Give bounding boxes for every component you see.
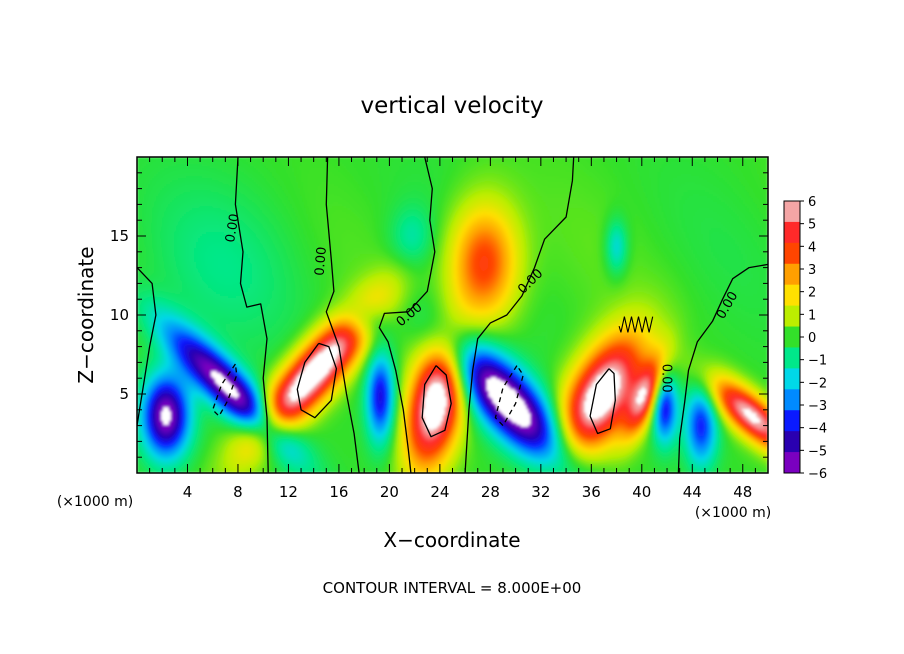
colorbar-swatch bbox=[784, 284, 800, 307]
colorbar-tick-label: 2 bbox=[808, 286, 816, 301]
y-tick-label: 15 bbox=[110, 227, 129, 245]
x-tick-label: 16 bbox=[329, 483, 348, 501]
contour-value-label: 0.00 bbox=[223, 213, 243, 244]
colorbar-swatch bbox=[784, 221, 800, 244]
x-tick-label: 44 bbox=[683, 483, 702, 501]
colorbar-swatch bbox=[784, 368, 800, 390]
colorbar-tick-label: 4 bbox=[808, 240, 816, 255]
colorbar-tick-label: 0 bbox=[808, 331, 816, 346]
x-unit-right: (×1000 m) bbox=[695, 505, 771, 521]
x-tick-label: 4 bbox=[183, 483, 193, 501]
x-tick-label: 40 bbox=[632, 483, 651, 501]
colorbar-swatch bbox=[784, 389, 800, 411]
contour-line bbox=[589, 368, 616, 435]
colorbar-tick-label: −3 bbox=[808, 399, 827, 414]
contour-line bbox=[325, 157, 360, 473]
colorbar-swatch bbox=[784, 410, 800, 432]
x-tick-label: 28 bbox=[481, 483, 500, 501]
contour-line bbox=[421, 365, 452, 438]
colorbar-swatch bbox=[784, 347, 800, 369]
contour-value-label: 0.00 bbox=[658, 364, 673, 393]
contour-line bbox=[677, 263, 768, 473]
colorbar-swatch bbox=[784, 263, 800, 286]
colorbar: 6 5 4 3 2 1 0 −1 −2 −3 −4 −5 −6 bbox=[783, 195, 827, 482]
colorbar-tick-label: −5 bbox=[808, 444, 827, 459]
y-axis-label: Z−coordinate bbox=[74, 246, 98, 383]
chart-title: vertical velocity bbox=[361, 93, 544, 119]
y-tick-label: 10 bbox=[110, 306, 129, 324]
colorbar-swatch bbox=[784, 305, 800, 328]
colorbar-tick-label: −2 bbox=[808, 376, 827, 391]
colorbar-swatch bbox=[784, 452, 800, 474]
x-tick-label: 32 bbox=[531, 483, 550, 501]
x-axis-ticks: 4 8 12 16 20 24 28 32 36 40 44 48 bbox=[149, 157, 756, 501]
x-unit-left: (×1000 m) bbox=[57, 494, 133, 510]
colorbar-swatch bbox=[784, 431, 800, 453]
contour-line bbox=[378, 157, 436, 473]
y-tick-label: 5 bbox=[119, 385, 129, 403]
contour-value-label: 0.00 bbox=[313, 246, 330, 276]
contour-line bbox=[618, 316, 654, 333]
colorbar-tick-label: 6 bbox=[808, 195, 816, 210]
colorbar-swatch bbox=[784, 326, 800, 348]
colorbar-tick-label: 3 bbox=[808, 263, 816, 278]
colorbar-tick-label: −6 bbox=[808, 467, 827, 482]
x-tick-label: 8 bbox=[233, 483, 243, 501]
contour-interval-footer: CONTOUR INTERVAL = 8.000E+00 bbox=[323, 579, 582, 597]
x-tick-label: 24 bbox=[430, 483, 449, 501]
y-axis-ticks: 5 10 15 bbox=[110, 172, 768, 458]
x-tick-label: 36 bbox=[582, 483, 601, 501]
x-tick-label: 20 bbox=[380, 483, 399, 501]
colorbar-swatch bbox=[784, 242, 800, 265]
x-tick-label: 12 bbox=[279, 483, 298, 501]
colorbar-tick-label: 5 bbox=[808, 218, 816, 233]
x-axis-label: X−coordinate bbox=[383, 528, 520, 552]
x-tick-label: 48 bbox=[733, 483, 752, 501]
colorbar-tick-label: −4 bbox=[808, 422, 827, 437]
contour-line bbox=[464, 157, 575, 473]
colorbar-tick-label: 1 bbox=[808, 308, 816, 323]
contour-line bbox=[296, 342, 338, 419]
contour-lines bbox=[137, 157, 768, 473]
contour-line bbox=[234, 157, 269, 473]
colorbar-swatch bbox=[784, 201, 800, 223]
plot-area: 0.000.000.000.000.000.00 bbox=[137, 157, 768, 473]
colorbar-tick-label: −1 bbox=[808, 354, 827, 369]
vertical-velocity-field bbox=[137, 157, 768, 473]
